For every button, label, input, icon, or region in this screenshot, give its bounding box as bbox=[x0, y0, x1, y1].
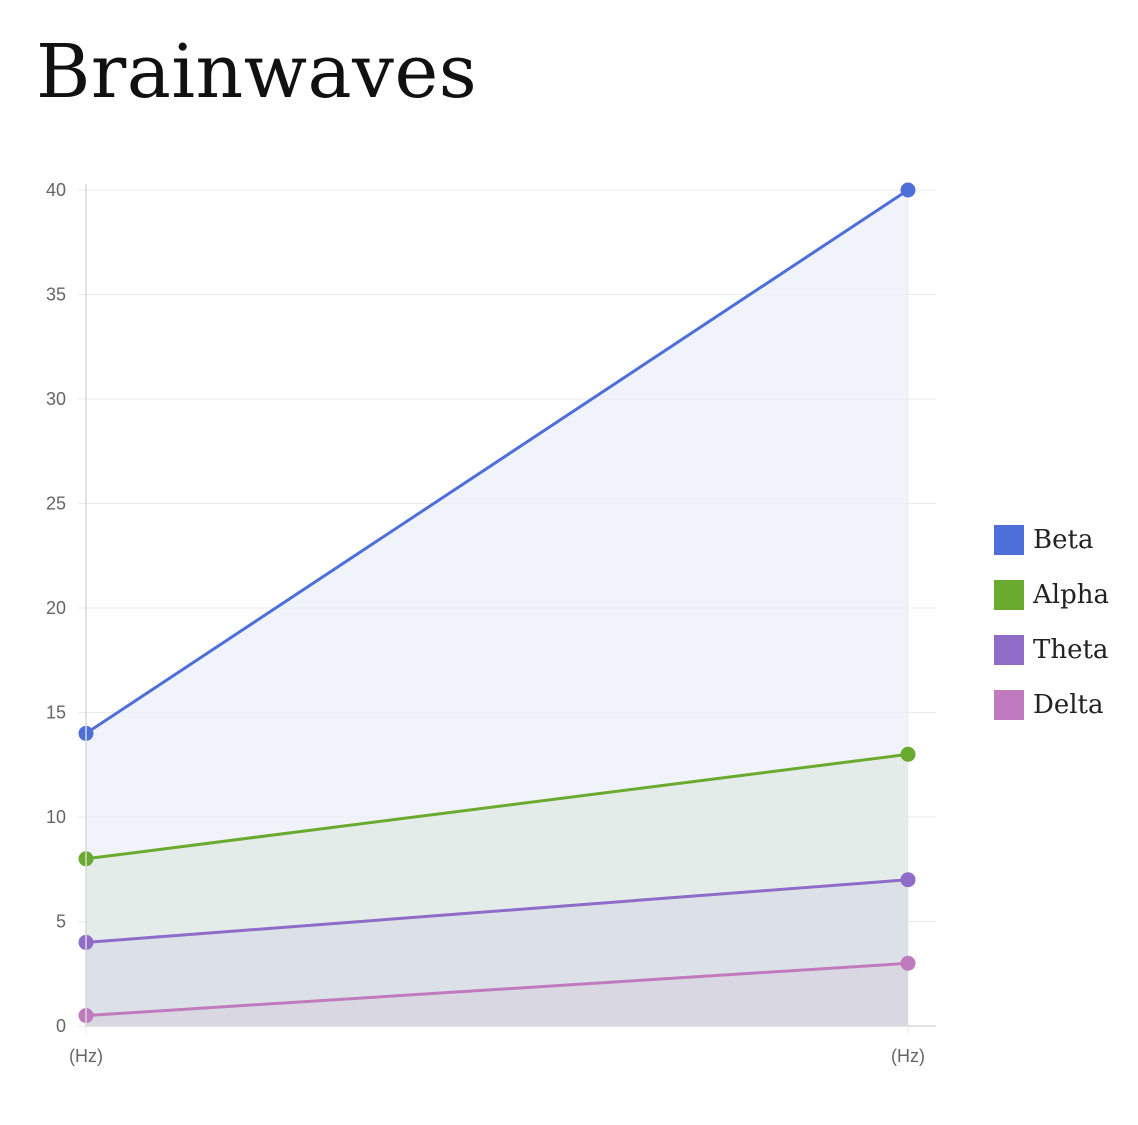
area-delta bbox=[86, 963, 908, 1026]
y-tick-label: 40 bbox=[46, 180, 66, 200]
legend-item-delta: Delta bbox=[994, 677, 1109, 732]
legend-label: Beta bbox=[1033, 524, 1094, 555]
legend-swatch bbox=[994, 524, 1024, 555]
page-title: Brainwaves bbox=[36, 29, 478, 115]
legend-label: Theta bbox=[1033, 634, 1109, 665]
line-alpha bbox=[85, 752, 909, 861]
series-areas bbox=[86, 190, 908, 1026]
legend-swatch bbox=[994, 579, 1024, 610]
point-alpha bbox=[900, 746, 916, 762]
axes bbox=[85, 184, 936, 1027]
legend-item-beta: Beta bbox=[994, 512, 1109, 567]
legend-label: Alpha bbox=[1033, 579, 1109, 610]
y-tick-label: 10 bbox=[46, 807, 66, 827]
y-tick-label: 0 bbox=[56, 1016, 66, 1036]
point-delta bbox=[900, 955, 916, 971]
line-delta bbox=[85, 961, 909, 1018]
line-theta bbox=[85, 878, 909, 944]
series-lines bbox=[85, 188, 909, 1018]
y-tick-label: 25 bbox=[46, 494, 66, 514]
x-tick-label: (Hz) bbox=[69, 1046, 103, 1066]
line-beta bbox=[85, 188, 909, 735]
y-tick-label: 35 bbox=[46, 285, 66, 305]
chart-legend: Beta Alpha Theta Delta bbox=[994, 512, 1109, 732]
y-axis-tick-labels: 0 5 10 15 20 25 30 35 40 bbox=[46, 180, 66, 1036]
legend-item-alpha: Alpha bbox=[994, 567, 1109, 622]
y-tick-label: 5 bbox=[56, 912, 66, 932]
y-tick-label: 15 bbox=[46, 703, 66, 723]
legend-swatch bbox=[994, 689, 1024, 720]
legend-label: Delta bbox=[1033, 689, 1104, 720]
legend-swatch bbox=[994, 634, 1024, 665]
legend-item-theta: Theta bbox=[994, 622, 1109, 677]
point-theta bbox=[900, 872, 916, 888]
y-tick-label: 20 bbox=[46, 598, 66, 618]
y-tick-label: 30 bbox=[46, 389, 66, 409]
x-axis-tick-labels: (Hz) (Hz) bbox=[69, 1046, 925, 1066]
point-beta bbox=[900, 182, 916, 198]
x-tick-label: (Hz) bbox=[891, 1046, 925, 1066]
